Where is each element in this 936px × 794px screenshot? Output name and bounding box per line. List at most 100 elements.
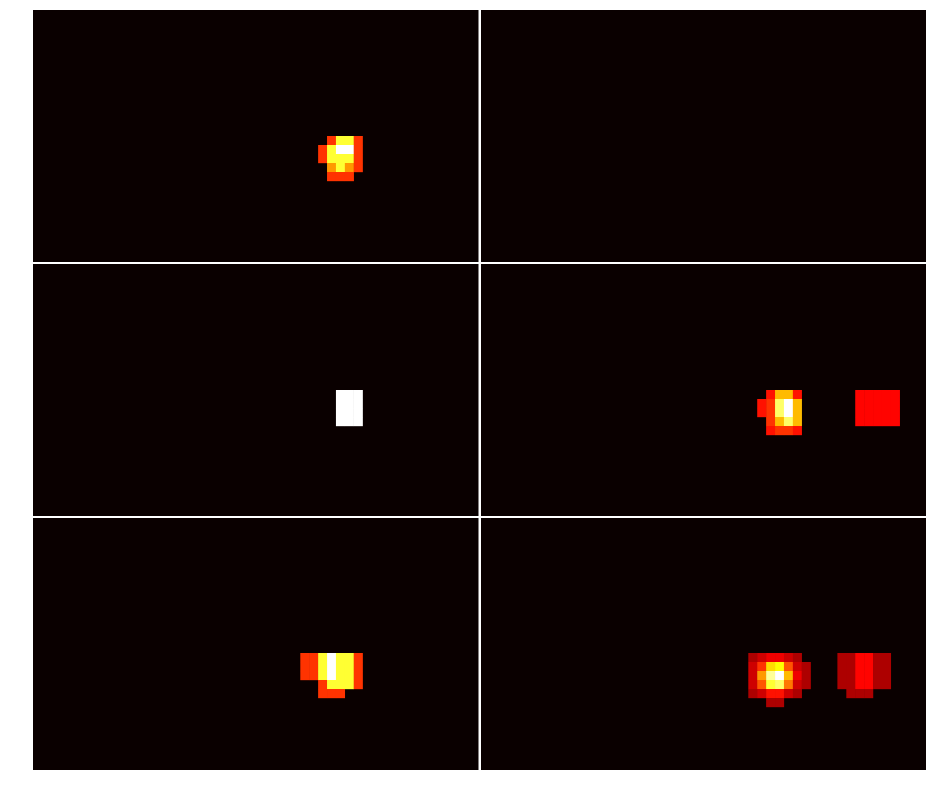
heatmap-cell [765,653,775,663]
heatmap-cell [756,671,766,681]
heatmap-cell [353,662,363,672]
heatmap-cell [774,399,784,409]
heatmap-cell [872,680,882,690]
heatmap-cell [881,662,891,672]
heatmap-cell [318,680,328,690]
heatmap-cell [845,680,855,690]
heatmap-cell [792,671,802,681]
heatmap-cell [765,698,775,708]
heatmap-cell [335,136,346,146]
heatmap-cell [765,426,775,436]
heatmap-cell [747,680,757,690]
heatmap-cell [756,662,766,672]
heatmap-cell [335,172,346,182]
heatmap-cell [327,145,337,155]
heatmap-cell [845,653,855,663]
heatmap-cell [327,671,337,681]
heatmap-cell [747,653,757,663]
heatmap-cell [353,390,363,400]
heatmap-cell [756,399,766,409]
heatmap-panel-r2-c0 [33,518,479,770]
heatmap-svg [480,518,926,770]
heatmap-cell [783,689,793,699]
heatmap-cell [344,408,354,418]
heatmap-cell [863,662,873,672]
heatmap-cell [756,689,766,699]
heatmap-cell [327,653,337,663]
heatmap-cell [890,417,900,427]
heatmap-cell [747,671,757,681]
heatmap-cell [327,154,337,164]
heatmap-cell [327,172,337,182]
heatmap-cell [353,671,363,681]
heatmap-cell [783,653,793,663]
heatmap-cell [836,653,846,663]
heatmap-cell [792,426,802,436]
heatmap-svg [33,264,479,516]
heatmap-cell [747,689,757,699]
heatmap-cell [881,417,891,427]
heatmap-cell [845,671,855,681]
heatmap-cell [318,662,328,672]
heatmap-cell [344,154,354,164]
heatmap-cell [774,662,784,672]
heatmap-panel-r0-c0 [33,10,479,262]
heatmap-panel-r0-c1 [480,10,926,262]
heatmap-cell [318,145,328,155]
heatmap-cell [881,680,891,690]
heatmap-cell [765,390,775,400]
heatmap-cell [335,399,346,409]
heatmap-cell [854,662,864,672]
heatmap-cell [890,399,900,409]
heatmap-cell [774,417,784,427]
heatmap-cell [327,136,337,146]
heatmap-cell [792,653,802,663]
heatmap-cell [747,662,757,672]
heatmap-background [33,264,479,516]
heatmap-cell [872,399,882,409]
heatmap-cell [774,426,784,436]
heatmap-svg [33,10,479,262]
heatmap-cell [872,671,882,681]
heatmap-cell [836,680,846,690]
heatmap-cell [765,417,775,427]
heatmap-cell [801,680,811,690]
heatmap-cell [318,653,328,663]
heatmap-cell [792,662,802,672]
heatmap-cell [872,390,882,400]
heatmap-cell [765,680,775,690]
heatmap-background [480,518,926,770]
heatmap-cell [765,671,775,681]
heatmap-svg [480,10,926,262]
heatmap-cell [318,154,328,164]
heatmap-cell [854,408,864,418]
heatmap-cell [881,408,891,418]
heatmap-cell [300,671,310,681]
heatmap-cell [344,671,354,681]
heatmap-cell [344,172,354,182]
heatmap-cell [845,662,855,672]
heatmap-cell [863,390,873,400]
heatmap-cell [801,662,811,672]
heatmap-background [33,10,479,262]
heatmap-cell [783,671,793,681]
heatmap-cell [872,653,882,663]
heatmap-cell [344,653,354,663]
heatmap-cell [783,426,793,436]
heatmap-cell [756,653,766,663]
heatmap-cell [872,662,882,672]
heatmap-svg [480,264,926,516]
heatmap-cell [881,653,891,663]
heatmap-cell [335,680,346,690]
heatmap-cell [309,671,319,681]
heatmap-cell [353,653,363,663]
heatmap-cell [344,390,354,400]
heatmap-panel-r1-c1 [480,264,926,516]
heatmap-cell [801,671,811,681]
heatmap-panel-r2-c1 [480,518,926,770]
heatmap-cell [344,136,354,146]
heatmap-cell [863,408,873,418]
heatmap-cell [774,689,784,699]
heatmap-cell [783,417,793,427]
heatmap-cell [890,408,900,418]
